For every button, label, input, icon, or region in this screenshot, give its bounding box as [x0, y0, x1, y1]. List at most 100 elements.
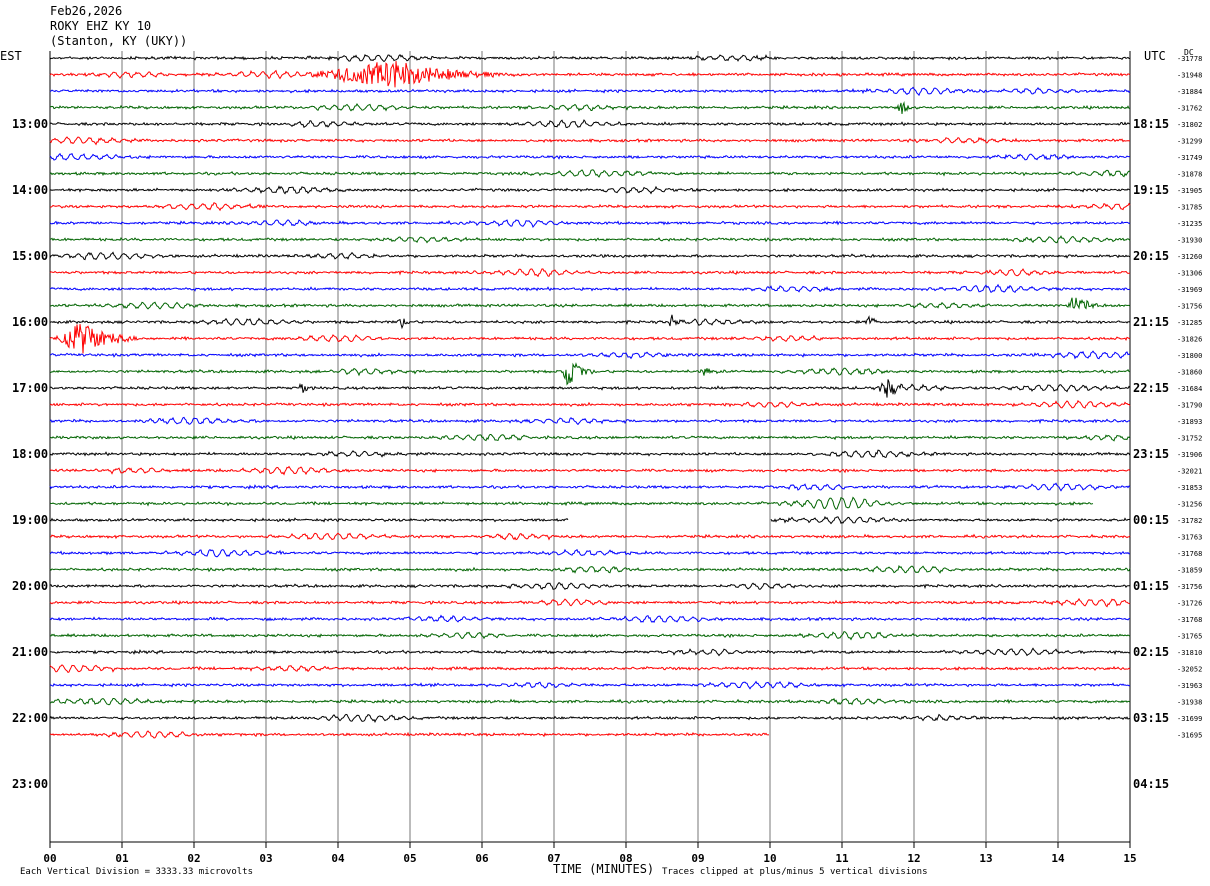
x-tick-label: 10 — [763, 852, 776, 865]
dc-offset-label: -31878 — [1177, 171, 1202, 179]
trace-row — [49, 314, 1131, 330]
header-station: ROKY EHZ KY 10 — [50, 19, 152, 33]
dc-offset-label: -31802 — [1177, 121, 1202, 129]
est-hour-label: 18:00 — [12, 447, 48, 461]
trace-row — [49, 379, 1131, 398]
dc-offset-label: -31756 — [1177, 583, 1202, 591]
trace-row — [49, 416, 1131, 426]
trace-row — [49, 169, 1131, 178]
trace-row — [49, 713, 1131, 723]
trace-row — [49, 101, 1131, 115]
dc-offset-label: -31778 — [1177, 55, 1202, 63]
scale-note: Each Vertical Division = 3333.33 microvo… — [20, 867, 253, 877]
utc-hour-label: 19:15 — [1133, 183, 1169, 197]
dc-offset-label: -31884 — [1177, 88, 1202, 96]
utc-hour-label: 23:15 — [1133, 447, 1169, 461]
dc-offset-label: -31963 — [1177, 682, 1202, 690]
utc-hour-label: 18:15 — [1133, 117, 1169, 131]
trace-row — [49, 119, 1130, 129]
est-axis-label: EST — [0, 49, 22, 63]
utc-hour-label: 20:15 — [1133, 249, 1169, 263]
dc-offset-label: -32021 — [1177, 468, 1202, 476]
x-tick-label: 02 — [187, 852, 200, 865]
dc-offset-label: -31893 — [1177, 418, 1202, 426]
trace-row — [49, 614, 1131, 624]
trace-row — [49, 582, 1131, 591]
est-hour-label: 20:00 — [12, 579, 48, 593]
dc-offset-label: -31948 — [1177, 72, 1202, 80]
utc-hour-label: 03:15 — [1133, 711, 1169, 725]
est-hour-label: 13:00 — [12, 117, 48, 131]
dc-offset-label: -31765 — [1177, 633, 1202, 641]
trace-row — [49, 219, 1131, 229]
trace-row — [49, 664, 1131, 674]
trace-row — [49, 251, 1131, 261]
trace-row — [49, 680, 1131, 690]
x-axis-title: TIME (MINUTES) — [553, 862, 655, 876]
dc-offset-label: -31938 — [1177, 699, 1202, 707]
dc-offset-label: -31859 — [1177, 567, 1202, 575]
dc-offset-label: -31790 — [1177, 402, 1202, 410]
est-hour-label: 21:00 — [12, 645, 48, 659]
trace-row — [49, 434, 1131, 442]
dc-offset-label: -31905 — [1177, 187, 1202, 195]
trace-row — [49, 297, 1131, 310]
dc-offset-label: -31306 — [1177, 270, 1202, 278]
dc-offset-label: -31768 — [1177, 550, 1202, 558]
x-tick-label: 11 — [835, 852, 849, 865]
dc-offset-label: -31768 — [1177, 616, 1202, 624]
dc-offset-label: -31860 — [1177, 369, 1202, 377]
trace-row — [49, 631, 1131, 641]
x-tick-label: 05 — [403, 852, 416, 865]
x-tick-label: 15 — [1123, 852, 1136, 865]
trace-row — [49, 185, 1131, 195]
est-hour-label: 17:00 — [12, 381, 48, 395]
dc-offset-label: -31763 — [1177, 534, 1202, 542]
dc-offset-label: -31810 — [1177, 649, 1202, 657]
header-location: (Stanton, KY (UKY)) — [50, 34, 188, 48]
utc-hour-label: 21:15 — [1133, 315, 1169, 329]
x-tick-label: 00 — [43, 852, 56, 865]
x-tick-label: 13 — [979, 852, 992, 865]
x-tick-label: 07 — [547, 852, 560, 865]
dc-offset-label: -31235 — [1177, 220, 1202, 228]
x-tick-label: 12 — [907, 852, 920, 865]
trace-row — [49, 350, 1131, 360]
header-date: Feb26,2026 — [50, 4, 123, 18]
dc-offset-label: -31749 — [1177, 154, 1202, 162]
utc-hour-label: 02:15 — [1133, 645, 1169, 659]
dc-offset-label: -31762 — [1177, 105, 1202, 113]
est-hour-label: 15:00 — [12, 249, 48, 263]
dc-offset-label: -31726 — [1177, 600, 1202, 608]
trace-row — [49, 399, 1131, 409]
x-tick-label: 06 — [475, 852, 489, 865]
trace-row — [49, 362, 1131, 386]
trace-row — [50, 532, 1131, 541]
trace-row — [49, 564, 1131, 574]
trace-row — [49, 61, 1131, 88]
dc-offset-label: -31256 — [1177, 501, 1202, 509]
trace-row — [49, 268, 1131, 278]
trace-row — [49, 465, 1131, 476]
clip-note: Traces clipped at plus/minus 5 vertical … — [662, 867, 928, 877]
dc-offset-label: -31969 — [1177, 286, 1202, 294]
x-tick-label: 04 — [331, 852, 345, 865]
utc-hour-label: 00:15 — [1133, 513, 1169, 527]
est-hour-label: 16:00 — [12, 315, 48, 329]
x-tick-label: 03 — [259, 852, 272, 865]
trace-row — [49, 53, 1131, 63]
trace-row — [49, 697, 1131, 706]
trace-row — [49, 647, 1131, 657]
dc-offset-label: -31906 — [1177, 451, 1202, 459]
trace-row — [49, 324, 1131, 354]
dc-offset-label: -31782 — [1177, 517, 1202, 525]
dc-offset-label: -31930 — [1177, 237, 1202, 245]
dc-offset-label: -31260 — [1177, 253, 1202, 261]
dc-offset-label: -31695 — [1177, 732, 1202, 740]
trace-row — [49, 152, 1131, 161]
est-hour-label: 14:00 — [12, 183, 48, 197]
dc-column-header: DC — [1184, 48, 1194, 57]
trace-row — [49, 449, 1131, 458]
dc-offset-label: -31699 — [1177, 715, 1202, 723]
